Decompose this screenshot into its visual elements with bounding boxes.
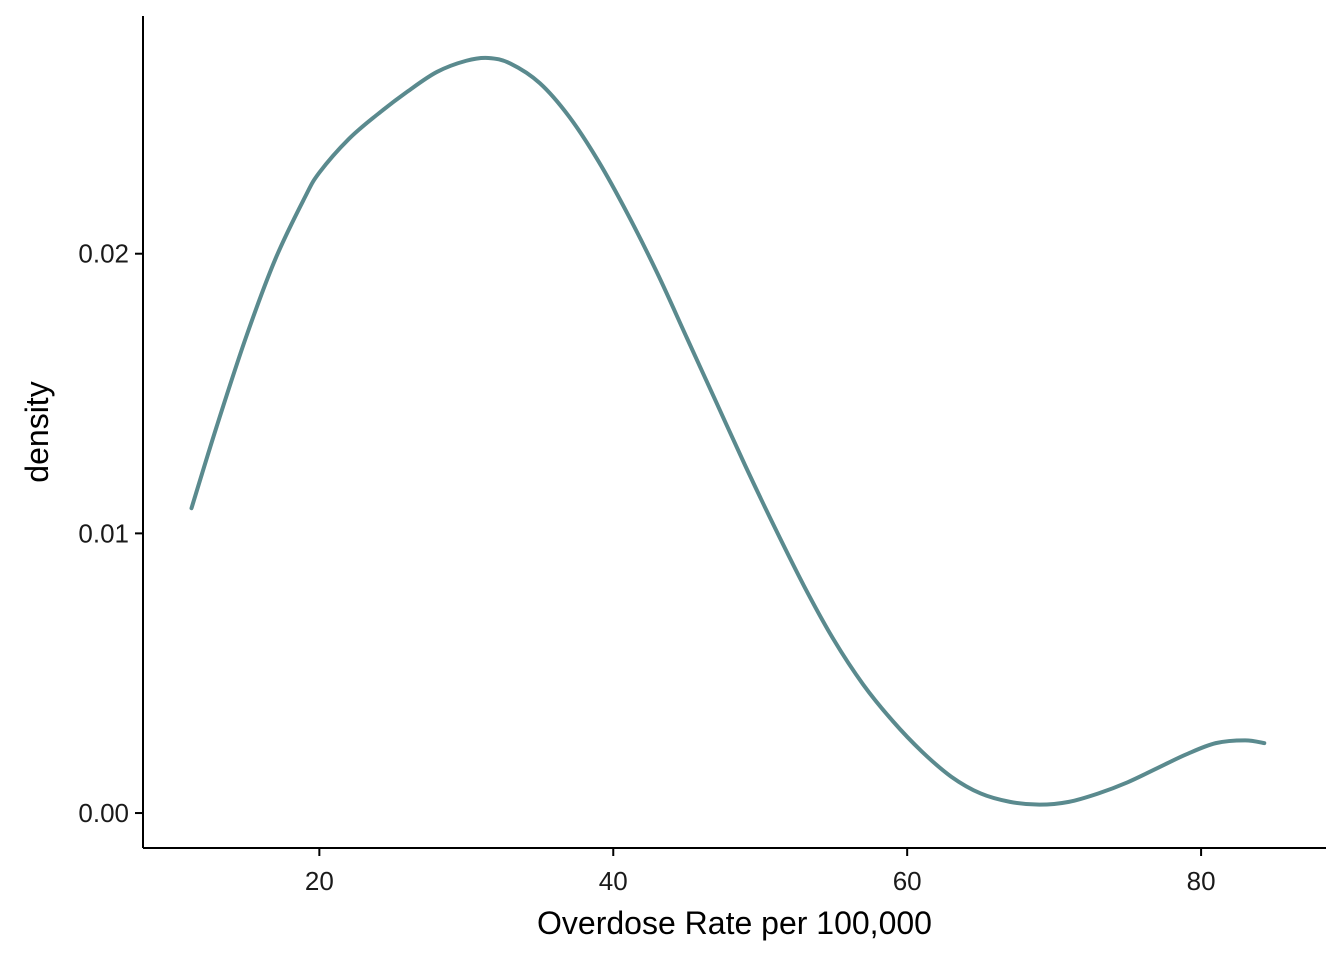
- x-tick-label: 20: [305, 866, 334, 896]
- x-tick-label: 40: [599, 866, 628, 896]
- y-axis-ticks: 0.00 0.01 0.02: [78, 239, 143, 828]
- density-curve: [189, 55, 1267, 807]
- x-tick-label: 60: [893, 866, 922, 896]
- y-tick-label: 0.01: [78, 518, 129, 548]
- y-tick-label: 0.00: [78, 798, 129, 828]
- x-axis-title: Overdose Rate per 100,000: [537, 905, 932, 941]
- x-tick-label: 80: [1187, 866, 1216, 896]
- plot-area: [189, 55, 1267, 807]
- y-tick-label: 0.02: [78, 239, 129, 269]
- y-axis-title: density: [19, 381, 55, 482]
- x-axis-ticks: 20 40 60 80: [305, 848, 1216, 896]
